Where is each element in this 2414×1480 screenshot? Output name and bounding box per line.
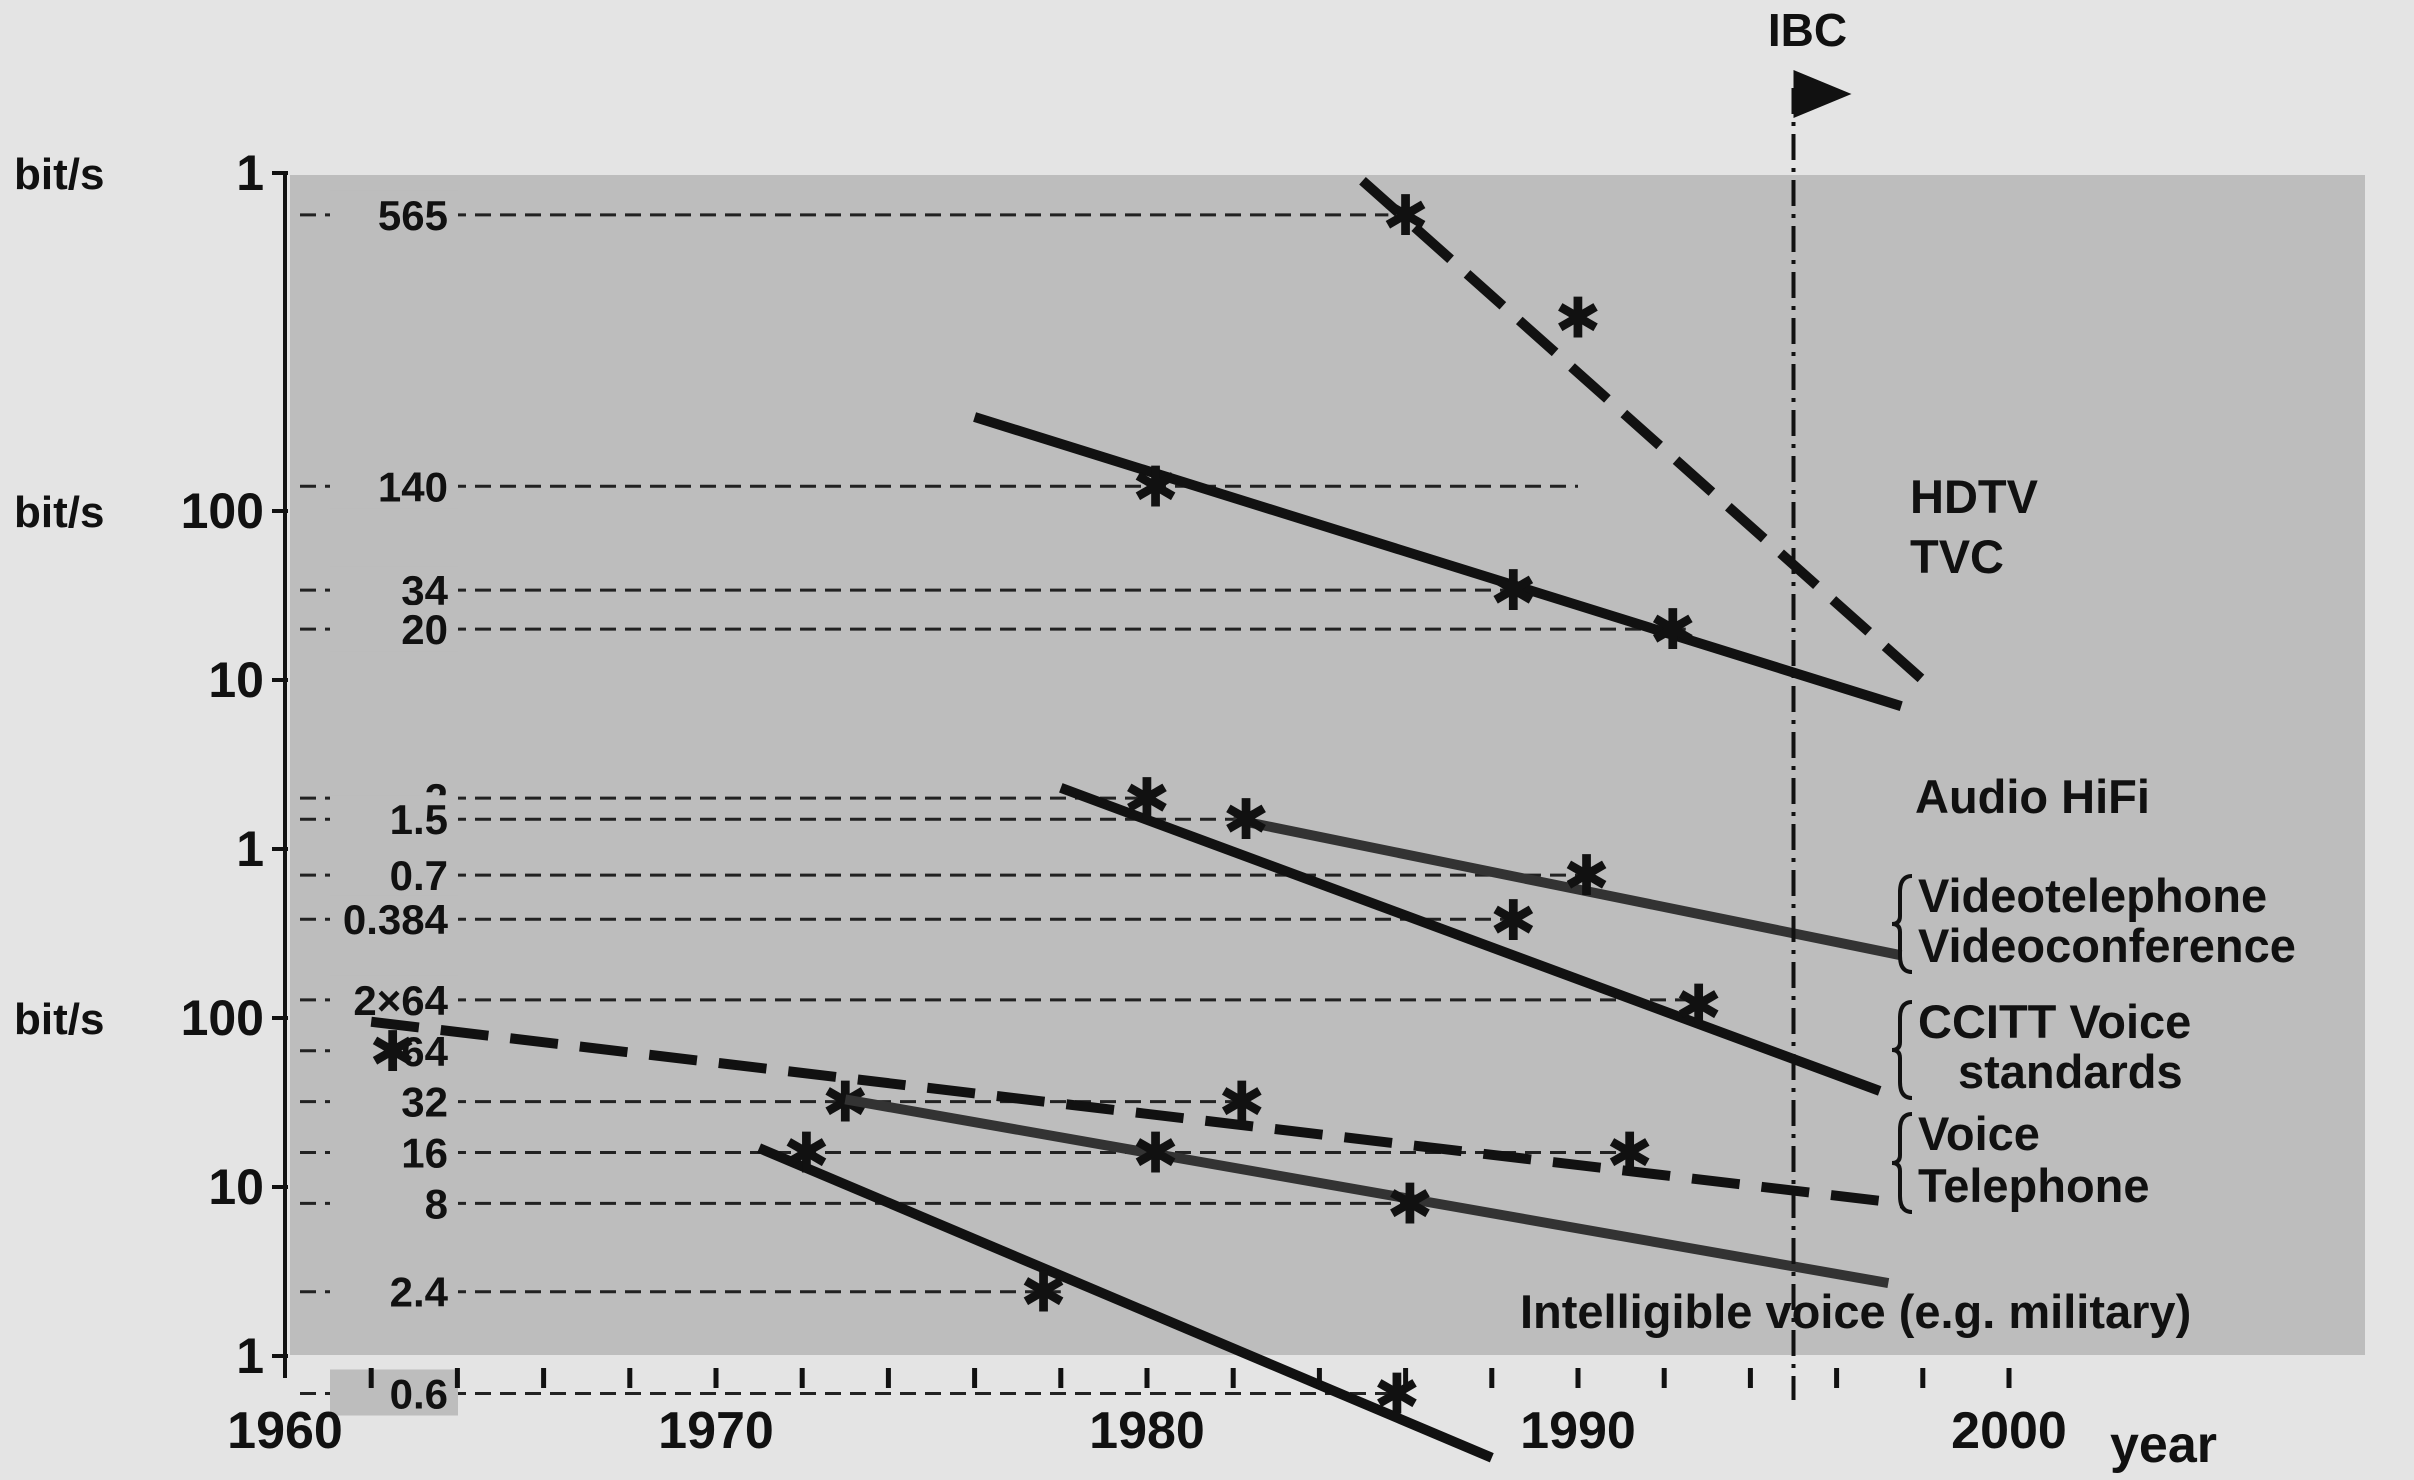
series-label-text: Videoconference	[1918, 919, 2296, 972]
reference-value-label: 0.384	[343, 896, 449, 943]
star-marker: ✱	[1563, 844, 1610, 907]
series-label-tvc: TVC	[1910, 530, 2004, 583]
series-layer: ✱✱✱✱✱✱✱✱✱✱✱✱ ✱✱✱✱✱✱✱	[369, 177, 1927, 1463]
series-label-hdtv: HDTV	[1910, 470, 2039, 523]
reference-value-label: 64	[401, 1028, 448, 1075]
reference-label-backdrop	[330, 190, 458, 237]
series-line-ccitt-voice-standards	[370, 1016, 1902, 1209]
series-label-text: Telephone	[1918, 1159, 2150, 1212]
series-label-audio-hifi: Audio HiFi	[1915, 770, 2150, 823]
ibc-annotation: IBC	[1768, 4, 1852, 1400]
brace-icon	[1891, 1112, 1913, 1214]
series-line-voice-telephone	[844, 1094, 1890, 1289]
star-marker: ✱	[1374, 1362, 1421, 1425]
series-label-text: Voice	[1918, 1107, 2040, 1160]
reference-value-label: 2×64	[353, 977, 448, 1024]
x-tick-label: 1980	[1089, 1402, 1205, 1460]
reference-value-label: 0.7	[390, 852, 448, 899]
y-tick-label: 10	[208, 652, 264, 708]
reference-label-backdrop	[330, 566, 458, 613]
reference-value-label: 32	[401, 1079, 448, 1126]
star-marker: ✱	[1223, 788, 1270, 851]
reference-value-label: 20	[401, 606, 448, 653]
series-line-hdtv	[1359, 177, 1927, 684]
reference-value-label: 16	[401, 1130, 448, 1177]
reference-value-label: 2.4	[390, 1269, 449, 1316]
y-tick-label: 1	[236, 1328, 264, 1384]
x-axis-title: year	[2110, 1416, 2217, 1474]
y-unit-label: bit/s	[14, 995, 104, 1044]
reference-label-backdrop	[330, 795, 458, 842]
star-marker: ✱	[1132, 455, 1179, 518]
x-tick-label: 1970	[658, 1402, 774, 1460]
series-labels-layer: HDTV TVC Audio HiFi VideotelephoneVideoconf…	[1520, 470, 2296, 1338]
star-marker: ✱	[1555, 286, 1602, 349]
series-label-text: HDTV	[1910, 470, 2039, 523]
y-tick-label: 10	[208, 1159, 264, 1215]
series-label-text: Audio HiFi	[1915, 770, 2150, 823]
reference-label-backdrop	[330, 851, 458, 898]
series-label-intelligible-voice-e-g-military: Intelligible voice (e.g. military)	[1520, 1285, 2191, 1338]
series-label-text: Intelligible voice (e.g. military)	[1520, 1285, 2191, 1338]
star-marker: ✱	[1675, 974, 1722, 1037]
axis-layer: 1bit/s100bit/s101100bit/s1010.1196019701…	[14, 145, 2217, 1474]
series-label-text: CCITT Voice	[1918, 995, 2191, 1048]
star-marker: ✱	[1132, 1122, 1179, 1185]
series-label-text: standards	[1958, 1045, 2183, 1098]
series-label-text: Videotelephone	[1918, 869, 2267, 922]
x-tick-label: 2000	[1951, 1402, 2067, 1460]
reference-label-backdrop	[330, 975, 458, 1022]
reference-value-label: 565	[378, 192, 448, 239]
y-unit-label: bit/s	[14, 150, 104, 199]
brace-icon	[1891, 1000, 1913, 1100]
brace-icon	[1891, 874, 1913, 974]
series-label-text: TVC	[1910, 530, 2004, 583]
star-marker: ✱	[1386, 1172, 1433, 1235]
reference-label-backdrop	[330, 1077, 458, 1124]
y-tick-label: 100	[181, 483, 264, 539]
series-line-tvc	[973, 412, 1903, 711]
reference-label-backdrop	[330, 462, 458, 509]
x-tick-label: 1990	[1520, 1402, 1636, 1460]
reference-label-backdrop	[330, 1179, 458, 1226]
y-tick-label: 1	[236, 821, 264, 877]
plot-area	[290, 175, 2365, 1355]
star-marker: ✱	[1020, 1261, 1067, 1324]
reference-value-label: 0.6	[390, 1370, 448, 1417]
reference-value-label: 8	[425, 1180, 448, 1227]
star-marker: ✱	[1490, 559, 1537, 622]
reference-label-backdrop	[330, 895, 458, 942]
reference-value-label: 140	[378, 463, 448, 510]
reference-label-backdrop	[330, 1267, 458, 1314]
ibc-label: IBC	[1768, 4, 1847, 56]
series-line-videotelephone-videoconference	[1059, 783, 1882, 1096]
star-marker: ✱	[1124, 767, 1171, 830]
x-tick-label: 1960	[227, 1402, 343, 1460]
reference-label-backdrop	[330, 605, 458, 652]
flag-icon	[1793, 70, 1852, 118]
reference-label-backdrop	[330, 1369, 458, 1416]
star-marker: ✱	[1382, 184, 1429, 247]
star-marker: ✱	[1606, 1122, 1653, 1185]
star-marker: ✱	[1218, 1071, 1265, 1134]
reference-value-label: 1.5	[390, 796, 448, 843]
y-tick-label: 100	[181, 990, 264, 1046]
y-unit-label: bit/s	[14, 488, 104, 537]
star-marker: ✱	[1490, 889, 1537, 952]
reference-label-backdrop	[330, 1026, 458, 1073]
star-marker: ✱	[369, 1020, 416, 1083]
star-marker: ✱	[1649, 598, 1696, 661]
series-line-audio-hifi	[1232, 814, 1903, 961]
series-line-intelligible-voice-e-g-military	[757, 1143, 1494, 1463]
star-marker: ✱	[783, 1122, 830, 1185]
reference-label-backdrop	[330, 1128, 458, 1175]
y-tick-label: 1	[236, 145, 264, 201]
